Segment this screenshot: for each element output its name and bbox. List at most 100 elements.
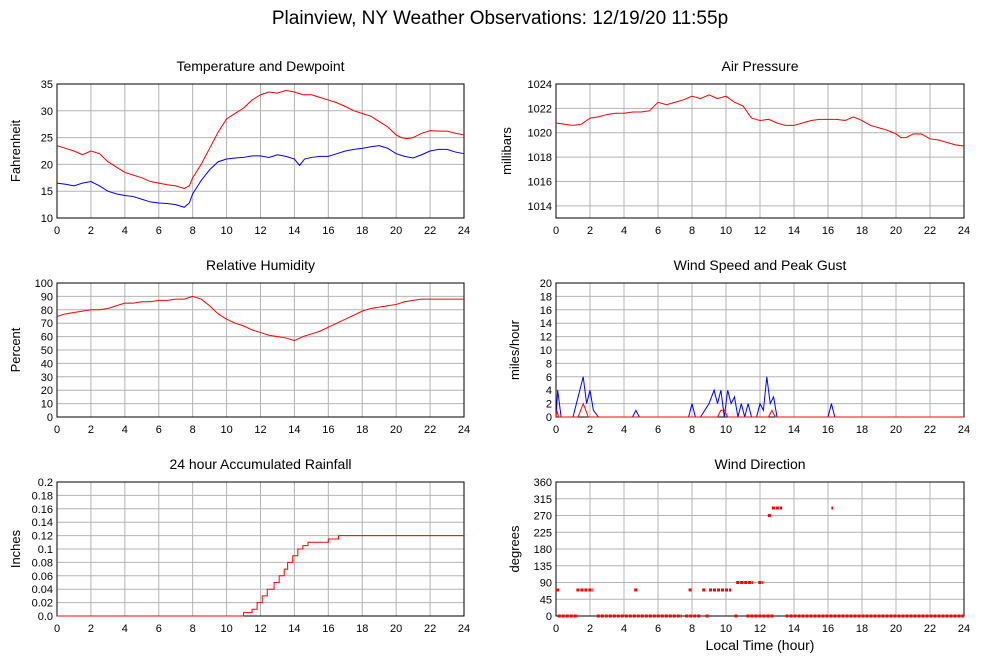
rain-x-tick-label: 2 [88,623,94,635]
pressure-x-tick-label: 20 [890,225,902,237]
pressure-chart-title: Air Pressure [721,58,798,74]
humidity-y-tick-label: 50 [41,345,53,357]
humidity-x-tick-label: 24 [458,424,470,436]
direction-y-tick-label: 360 [534,477,552,489]
page-title: Plainview, NY Weather Observations: 12/1… [271,8,729,29]
temp-x-tick-label: 24 [458,225,470,237]
pressure-x-tick-label: 8 [689,225,695,237]
rain-y-tick-label: 0.0 [38,611,53,623]
wind-x-tick-label: 16 [822,424,834,436]
direction-x-tick-label: 18 [856,623,868,635]
rain-chart-title: 24 hour Accumulated Rainfall [169,456,351,472]
temp-x-tick-label: 22 [424,225,436,237]
wind-y-tick-label: 0 [546,412,552,424]
wind-x-tick-label: 8 [689,424,695,436]
rain-x-tick-label: 22 [424,623,436,635]
direction-chart-title: Wind Direction [714,456,805,472]
direction-y-tick-label: 315 [534,494,552,506]
wind-x-tick-label: 14 [788,424,800,436]
direction-x-tick-label: 24 [958,623,970,635]
wind-x-tick-label: 12 [754,424,766,436]
rain-x-tick-label: 12 [254,623,266,635]
humidity-x-tick-label: 4 [122,424,128,436]
humidity-y-tick-label: 30 [41,372,53,384]
pressure-x-tick-label: 14 [788,225,800,237]
humidity-series-line-0 [56,295,464,342]
wind-y-tick-label: 4 [546,385,552,397]
humidity-y-tick-label: 20 [41,385,53,397]
temp-x-tick-label: 10 [220,225,232,237]
temp-x-tick-label: 14 [288,225,300,237]
rain-y-tick-label: 0.06 [32,571,53,583]
pressure-x-tick-label: 6 [655,225,661,237]
pressure-x-tick-label: 4 [621,225,627,237]
wind-series-line-0 [555,376,964,418]
wind-chart-title: Wind Speed and Peak Gust [674,257,847,273]
rain-y-tick-label: 0.1 [38,544,53,556]
rain-plot-frame [56,481,465,617]
humidity-x-tick-label: 20 [390,424,402,436]
humidity-y-tick-label: 70 [41,318,53,330]
humidity-x-tick-label: 12 [254,424,266,436]
pressure-y-tick-label: 1014 [528,201,552,213]
rain-y-tick-label: 0.04 [32,584,53,596]
humidity-y-tick-label: 10 [41,399,53,411]
temp-y-tick-label: 35 [41,79,53,91]
direction-y-axis-label: degrees [507,525,522,572]
humidity-x-tick-label: 0 [54,424,60,436]
pressure-x-tick-label: 12 [754,225,766,237]
direction-x-tick-label: 20 [890,623,902,635]
humidity-x-tick-label: 6 [156,424,162,436]
humidity-y-tick-label: 60 [41,332,53,344]
temp-chart-title: Temperature and Dewpoint [176,58,344,74]
rain-x-tick-label: 18 [356,623,368,635]
rain-x-tick-label: 24 [458,623,470,635]
rain-series-line-0 [57,535,464,617]
rain-x-tick-label: 4 [122,623,128,635]
direction-y-tick-label: 270 [534,511,552,523]
direction-y-tick-label: 90 [540,578,552,590]
rain-y-tick-label: 0.16 [32,504,53,516]
direction-y-tick-label: 45 [540,594,552,606]
direction-x-tick-label: 14 [788,623,800,635]
humidity-y-tick-label: 80 [41,305,53,317]
pressure-x-tick-label: 22 [924,225,936,237]
wind-y-tick-label: 20 [540,278,552,290]
wind-x-tick-label: 18 [856,424,868,436]
temp-y-axis-label: Fahrenheit [8,120,23,183]
pressure-y-tick-label: 1024 [528,79,552,91]
pressure-x-tick-label: 10 [720,225,732,237]
humidity-x-tick-label: 16 [322,424,334,436]
wind-y-tick-label: 8 [546,358,552,370]
rain-y-tick-label: 0.18 [32,490,53,502]
pressure-x-tick-label: 0 [553,225,559,237]
wind-y-axis-label: miles/hour [507,319,522,380]
humidity-x-tick-label: 10 [220,424,232,436]
direction-x-tick-label: 2 [587,623,593,635]
humidity-chart-title: Relative Humidity [206,257,315,273]
wind-x-tick-label: 10 [720,424,732,436]
rain-y-tick-label: 0.2 [38,477,53,489]
wind-y-tick-label: 18 [540,291,552,303]
rain-x-tick-label: 20 [390,623,402,635]
humidity-y-axis-label: Percent [8,327,23,372]
rain-y-tick-label: 0.12 [32,531,53,543]
wind-x-tick-label: 20 [890,424,902,436]
humidity-y-tick-label: 100 [35,278,53,290]
wind-y-tick-label: 14 [540,318,552,330]
temp-x-tick-label: 8 [190,225,196,237]
rain-y-tick-label: 0.14 [32,517,53,529]
humidity-y-tick-label: 90 [41,291,53,303]
temp-y-tick-label: 10 [41,213,53,225]
direction-y-tick-label: 225 [534,527,552,539]
direction-x-tick-label: 10 [720,623,732,635]
humidity-x-tick-label: 22 [424,424,436,436]
pressure-plot-frame [555,83,965,219]
temp-series-line-0 [56,89,465,190]
humidity-x-tick-label: 14 [288,424,300,436]
wind-y-tick-label: 12 [540,332,552,344]
humidity-x-tick-label: 8 [190,424,196,436]
direction-x-tick-label: 12 [754,623,766,635]
direction-y-tick-label: 135 [534,561,552,573]
